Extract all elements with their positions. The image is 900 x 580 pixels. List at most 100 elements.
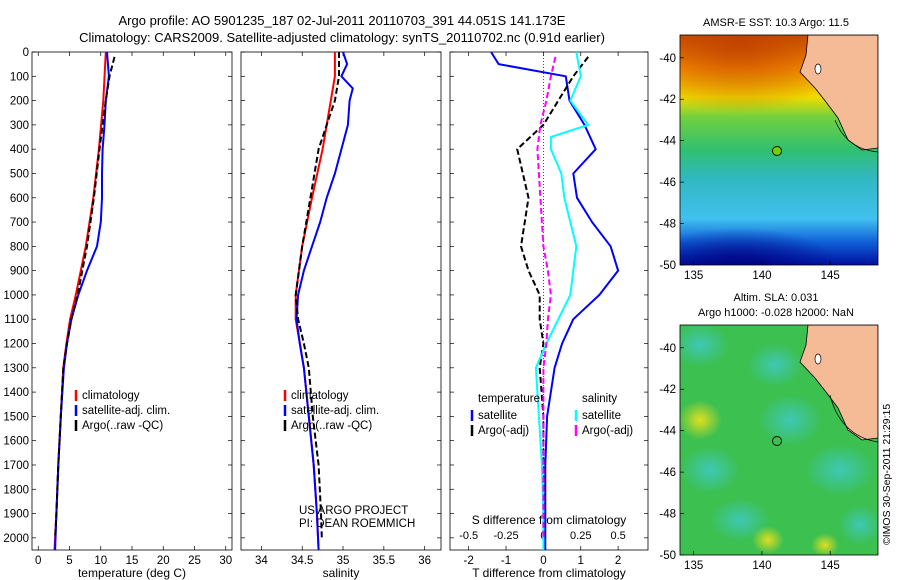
sst-map-title: AMSR-E SST: 10.3 Argo: 11.5 [703,17,849,29]
xtick-label: 10 [94,555,107,567]
map-xtick-label: 145 [821,270,840,282]
figure-title-line2: Climatology: CARS2009. Satellite-adjuste… [79,30,605,45]
salinity-frame [240,51,442,551]
legend-title: temperature [478,393,540,405]
map-ytick-label: -40 [659,343,676,355]
sla-title-line1: Altim. SLA: 0.031 [734,292,819,304]
shelf-contour-sla [829,394,878,443]
ytick-label: 200 [10,96,29,108]
sst-deep-patch [680,190,878,265]
tasmania-landmass [799,35,878,151]
legend-label: Argo(-adj) [582,425,633,437]
legend-label: Argo(-adj) [478,425,529,437]
difference-xlabel-top: S difference from climatology [472,513,627,527]
imos-credit: ©IMOS 30-Sep-2011 21:29:15 [881,404,893,545]
ytick-label: 1600 [3,436,29,448]
difference-panel: -2 -1 0 1 2-0.5 -0.25 0 0.25 0.5T difference fro… [449,51,649,580]
ytick-label: 1900 [3,509,29,521]
salinity-xlabel: salinity [323,566,360,580]
map-xtick-label: 140 [752,560,771,572]
ytick-label: 1100 [4,314,29,326]
xtick-top-label: -0.5 [459,530,478,542]
xtick-top-label: 0.5 [610,530,625,542]
xtick-label: 5 [66,555,72,567]
map-ytick-label: -42 [659,94,676,106]
sst-map-frame [679,34,879,266]
ytick-label: 100 [10,71,29,83]
map-ytick-label: -44 [659,136,676,148]
xtick-label: 34.5 [291,555,313,567]
xtick-label: 2 [615,555,621,567]
map-ytick-label: -50 [659,550,676,562]
ytick-label: 1000 [3,290,29,302]
map-ytick-label: -46 [659,177,676,189]
series-temperature-argo-adj--line [516,56,589,538]
legend-label: satellite [582,410,621,422]
xtick-label: 35.5 [373,555,395,567]
difference-xlabel: T difference from climatology [472,566,626,580]
ytick-label: 700 [10,217,29,229]
xtick-label: 20 [157,555,170,567]
map-ytick-label: -46 [659,467,676,479]
xtick-label: -1 [501,555,511,567]
temperature-frame [31,51,233,551]
shelf-contour [834,119,878,153]
legend-label: Argo(..raw -QC) [82,420,163,432]
island-marker [814,63,822,75]
difference-frame [449,51,649,551]
map-xtick-label: 145 [821,560,840,572]
ytick-label: 500 [10,168,29,180]
tasmania-landmass-sla [799,325,878,441]
xtick-label: 0 [540,555,546,567]
figure-title-line1: Argo profile: AO 5901235_187 02-Jul-2011… [119,13,566,28]
legend-label: Argo(..raw -QC) [291,420,372,432]
ytick-label: 800 [10,241,29,253]
sla-map: Altim. SLA: 0.031 Argo h1000: -0.028 h20… [659,292,893,572]
project-annotation: US ARGO PROJECT [299,505,408,517]
argo-float-marker-sla [772,436,782,446]
map-xtick-label: 135 [684,560,703,572]
sla-title-line2: Argo h1000: -0.028 h2000: NaN [698,307,854,319]
project-annotation: PI: DEAN ROEMMICH [299,518,415,530]
ytick-label: 1400 [3,387,29,399]
ytick-label: 600 [10,193,29,205]
legend-label: satellite [478,410,517,422]
ytick-label: 900 [10,266,29,278]
xtick-label: 0 [35,555,41,567]
series-salinity-argo-adj--line [536,56,557,538]
map-ytick-label: -50 [659,260,676,272]
ytick-label: 1500 [3,411,29,423]
ytick-label: 1300 [3,363,29,375]
sla-map-frame [679,324,879,556]
map-ytick-label: -44 [659,426,676,438]
map-xtick-label: 140 [752,270,771,282]
profile-panels: 0100200300400500600700800900100011001200… [3,47,649,580]
series-argo-raw-qc--line [294,52,340,538]
xtick-label: -2 [464,555,474,567]
temperature-panel: 0100200300400500600700800900100011001200… [3,47,233,580]
sst-map: AMSR-E SST: 10.3 Argo: 11.5 135 140 145 -40… [659,17,879,282]
xtick-label: 30 [219,555,232,567]
map-ytick-label: -48 [659,219,676,231]
xtick-label: 15 [126,555,139,567]
series-salinity-satellite-line [534,51,590,550]
map-xtick-label: 135 [684,270,703,282]
ytick-label: 300 [10,120,29,132]
argo-float-marker [772,146,782,156]
salinity-panel: 34 34.5 35 35.5 36 salinity climatology satelli… [240,51,442,580]
temperature-xlabel: temperature (deg C) [78,566,186,580]
difference-legend: temperature satellite Argo(-adj) salinity sa… [470,393,633,437]
ytick-label: 0 [23,47,29,59]
map-ytick-label: -48 [659,509,676,521]
xtick-label: 35 [337,555,350,567]
ytick-label: 400 [10,144,29,156]
legend-title: salinity [582,393,617,405]
salinity-legend: climatology satellite-adj. clim. Argo(..ra… [283,390,379,432]
map-ytick-label: -42 [659,384,676,396]
ytick-label: 1700 [3,460,29,472]
legend-label: climatology [82,390,140,402]
map-ytick-label: -40 [659,53,676,65]
xtick-top-label: -0.25 [493,530,518,542]
ytick-label: 1800 [3,484,29,496]
